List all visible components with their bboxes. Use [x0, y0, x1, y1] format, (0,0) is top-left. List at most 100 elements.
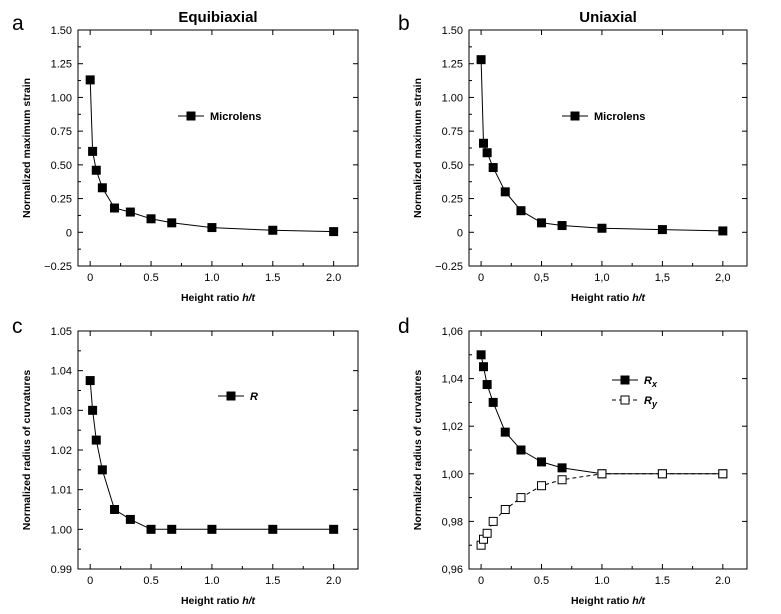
plot-frame [468, 330, 748, 570]
chart-panel-a: 0 0.5 1.0 1.5 2.0 −0.25 0 0.25 0.50 0.75 1.00 1.25 1… [12, 9, 359, 304]
x-axis-label: Height ratio h/t [571, 595, 646, 607]
legend-label: R [250, 391, 258, 403]
data-point [537, 457, 547, 467]
data-point [500, 427, 510, 437]
data-point [500, 187, 510, 197]
legend-label-text: R [644, 375, 652, 387]
y-tick-label: −0.25 [435, 261, 463, 273]
legend-marker [570, 111, 580, 121]
data-point [482, 148, 492, 158]
chart-panel-c: 0 0.5 1.0 1.5 2.0 0.99 1.00 1.01 1.02 1.03 1.04 1.0… [12, 315, 359, 607]
data-point [488, 397, 498, 407]
x-axis-label-text: Height ratio [181, 595, 242, 607]
data-point [125, 514, 135, 524]
x-tick-label: 0 [478, 575, 484, 587]
y-tick-label: −0.25 [44, 261, 72, 273]
legend-entry: R [218, 391, 258, 403]
y-tick-label: 0 [66, 227, 72, 239]
y-tick-label: 0.25 [51, 194, 72, 206]
y-tick-label: 1.05 [51, 326, 72, 338]
data-point [85, 376, 95, 386]
data-point [167, 218, 177, 228]
data-point [657, 469, 667, 479]
y-tick-label: 0.75 [51, 126, 72, 138]
series-line [480, 473, 723, 546]
data-point [479, 138, 489, 148]
legend-entry: Microlens [178, 111, 261, 123]
y-tick-label: 0.50 [442, 160, 463, 172]
legend-marker [226, 391, 236, 401]
data-point [718, 226, 728, 236]
legend-entry: Microlens [562, 111, 645, 123]
data-point [557, 475, 567, 485]
x-tick-label: 0,5 [534, 272, 549, 284]
data-point [329, 227, 339, 237]
x-tick-label: 0 [478, 272, 484, 284]
legend-entry: Rx [612, 375, 658, 389]
x-tick-label: 0.5 [534, 575, 549, 587]
data-point [207, 223, 217, 233]
data-point [167, 524, 177, 534]
y-tick-label: 1,04 [442, 374, 463, 386]
chart-panel-d: 0 0.5 1.0 1.5 2.0 0,96 0,98 1,00 1,02 1,04 1,06 Hei… [398, 315, 748, 607]
data-point [91, 435, 101, 445]
data-point [557, 463, 567, 473]
legend-label: Microlens [594, 111, 645, 123]
x-axis-label-italic: h/t [242, 292, 255, 304]
series-0 [85, 75, 339, 237]
panel-letter: b [398, 12, 410, 35]
y-tick-label: 1.01 [51, 485, 72, 497]
y-tick-label: 1.00 [51, 92, 72, 104]
data-point [488, 516, 498, 526]
y-tick-label: 1.50 [51, 25, 72, 37]
series-line [480, 59, 723, 232]
legend-label-text: Microlens [594, 111, 645, 123]
x-tick-label: 2.0 [715, 575, 730, 587]
data-point [479, 362, 489, 372]
y-tick-label: 0,98 [442, 516, 463, 528]
x-axis-label: Height ratio h/t [181, 595, 256, 607]
data-point [482, 380, 492, 390]
y-tick-label: 1,00 [442, 469, 463, 481]
y-tick-label: 1.02 [51, 445, 72, 457]
x-tick-label: 1.5 [265, 272, 280, 284]
x-tick-label: 0 [87, 272, 93, 284]
y-tick-label: 1.00 [51, 524, 72, 536]
data-point [516, 445, 526, 455]
y-tick-label: 1.25 [51, 59, 72, 71]
x-tick-label: 1.0 [204, 575, 219, 587]
series-0 [476, 55, 728, 236]
panel-letter: c [12, 315, 23, 338]
x-axis-label-italic: h/t [632, 595, 645, 607]
data-point [329, 524, 339, 534]
chart-title: Equibiaxial [178, 9, 257, 26]
x-tick-label: 0 [87, 575, 93, 587]
x-axis-label-text: Height ratio [571, 292, 632, 304]
y-tick-label: 1.50 [442, 25, 463, 37]
data-point [537, 481, 547, 491]
plot-frame [77, 330, 359, 570]
y-tick-label: 0 [457, 227, 463, 239]
data-point [597, 469, 607, 479]
series-line [480, 354, 723, 475]
x-tick-label: 1,0 [594, 272, 609, 284]
x-tick-label: 1.0 [594, 575, 609, 587]
y-tick-label: 0.99 [51, 564, 72, 576]
y-tick-label: 0.75 [442, 126, 463, 138]
x-axis-label-text: Height ratio [181, 292, 242, 304]
data-point [537, 218, 547, 228]
data-point [207, 524, 217, 534]
x-tick-label: 1,5 [655, 272, 670, 284]
y-tick-label: 1,06 [442, 326, 463, 338]
x-tick-label: 0.5 [143, 272, 158, 284]
y-tick-label: 1.04 [51, 366, 72, 378]
chart-panel-b: 0 0,5 1,0 1,5 2,0 −0.25 0 0.25 0.50 0.75 1.00 1.25 1… [398, 9, 748, 304]
x-tick-label: 1.5 [655, 575, 670, 587]
data-point [500, 505, 510, 514]
x-tick-label: 2.0 [326, 575, 341, 587]
legend-label-sub: y [651, 399, 658, 409]
x-axis-label-italic: h/t [632, 292, 645, 304]
chart-title: Uniaxial [579, 9, 637, 26]
y-tick-label: 0,96 [442, 564, 463, 576]
data-point [91, 165, 101, 175]
